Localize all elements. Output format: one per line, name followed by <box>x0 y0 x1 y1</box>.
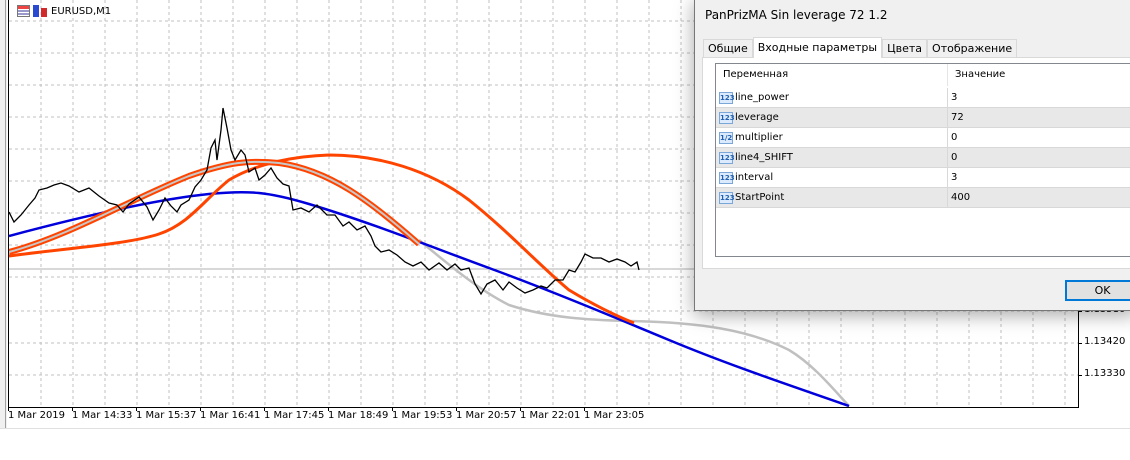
x-tick <box>328 407 329 411</box>
tab-visualization[interactable]: Отображение <box>927 39 1018 57</box>
x-tick <box>520 407 521 411</box>
x-axis-label: 1 Mar 15:37 <box>136 410 197 421</box>
param-value[interactable]: 72 <box>951 112 964 123</box>
param-name: line4_SHIFT <box>735 152 793 163</box>
integer-type-icon: 123 <box>719 111 735 124</box>
orange-band-outer <box>9 158 421 255</box>
param-name: StartPoint <box>735 192 785 203</box>
param-value[interactable]: 0 <box>951 132 958 143</box>
integer-type-icon: 123 <box>719 171 735 184</box>
x-tick <box>72 407 73 411</box>
param-value[interactable]: 3 <box>951 172 958 183</box>
parameter-rows: 123 line_power 3 123 leverage 72 1/2 multip… <box>716 88 1130 208</box>
x-axis-label: 1 Mar 18:49 <box>328 410 389 421</box>
y-axis-label: 1.13330 <box>1084 368 1126 379</box>
integer-type-icon: 123 <box>719 91 735 104</box>
integer-type-icon: 123 <box>719 151 735 164</box>
param-row-line-power[interactable]: 123 line_power 3 <box>716 88 1130 108</box>
y-tick <box>1078 311 1082 312</box>
chart-table-icon <box>17 5 30 17</box>
price-line <box>9 107 640 296</box>
column-header-value[interactable]: Значение <box>955 69 1006 80</box>
tab-input-parameters[interactable]: Входные параметры <box>752 37 883 58</box>
param-name: leverage <box>735 112 779 123</box>
grid-header: Переменная Значение <box>716 64 1130 86</box>
x-axis-label: 1 Mar 19:53 <box>392 410 453 421</box>
param-value[interactable]: 0 <box>951 152 958 163</box>
x-axis-label: 1 Mar 22:01 <box>520 410 581 421</box>
dialog-title: PanPrizMA Sin leverage 72 1.2 <box>705 8 888 22</box>
y-axis-label: 1.13420 <box>1084 336 1126 347</box>
x-axis-label: 1 Mar 17:45 <box>264 410 325 421</box>
x-tick <box>200 407 201 411</box>
param-name: line_power <box>735 92 789 103</box>
tab-bar: Общие Входные параметры Цвета Отображени… <box>703 37 1018 58</box>
double-type-icon: 1/2 <box>719 131 733 144</box>
param-value[interactable]: 3 <box>951 92 958 103</box>
y-tick <box>1078 343 1082 344</box>
x-axis-label: 1 Mar 23:05 <box>584 410 645 421</box>
x-tick <box>264 407 265 411</box>
chart-title-bar: EURUSD,M1 <box>17 3 111 19</box>
param-row-multiplier[interactable]: 1/2 multiplier 0 <box>716 128 1130 148</box>
orange-curve <box>9 153 635 325</box>
param-row-startpoint[interactable]: 123 StartPoint 400 <box>716 188 1130 208</box>
tab-colors[interactable]: Цвета <box>882 39 928 57</box>
param-value[interactable]: 400 <box>951 192 971 203</box>
x-tick <box>584 407 585 411</box>
parameters-grid[interactable]: Переменная Значение 123 line_power 3 123 l… <box>715 63 1130 257</box>
param-row-leverage[interactable]: 123 leverage 72 <box>716 108 1130 128</box>
tab-common[interactable]: Общие <box>703 39 753 57</box>
param-row-line4-shift[interactable]: 123 line4_SHIFT 0 <box>716 148 1130 168</box>
x-tick <box>136 407 137 411</box>
orange-band-inner <box>9 160 420 253</box>
param-name: interval <box>735 172 774 183</box>
x-axis-label: 1 Mar 20:57 <box>456 410 517 421</box>
x-tick <box>392 407 393 411</box>
chart-symbol-label: EURUSD,M1 <box>51 5 112 17</box>
input-parameters-panel: Переменная Значение 123 line_power 3 123 l… <box>702 57 1130 269</box>
integer-type-icon: 123 <box>719 191 735 204</box>
y-tick <box>1078 375 1082 376</box>
x-tick <box>8 407 9 411</box>
x-axis-label: 1 Mar 14:33 <box>72 410 133 421</box>
x-tick <box>456 407 457 411</box>
param-name: multiplier <box>735 132 783 143</box>
x-axis-label: 1 Mar 2019 <box>8 410 66 421</box>
indicator-properties-dialog[interactable]: PanPrizMA Sin leverage 72 1.2 Общие Вход… <box>694 0 1130 311</box>
left-panel-edge <box>0 0 6 428</box>
x-axis-label: 1 Mar 16:41 <box>200 410 261 421</box>
param-row-interval[interactable]: 123 interval 3 <box>716 168 1130 188</box>
column-header-variable[interactable]: Переменная <box>716 64 948 86</box>
trade-icon <box>33 5 48 17</box>
ok-button[interactable]: OK <box>1065 280 1130 301</box>
